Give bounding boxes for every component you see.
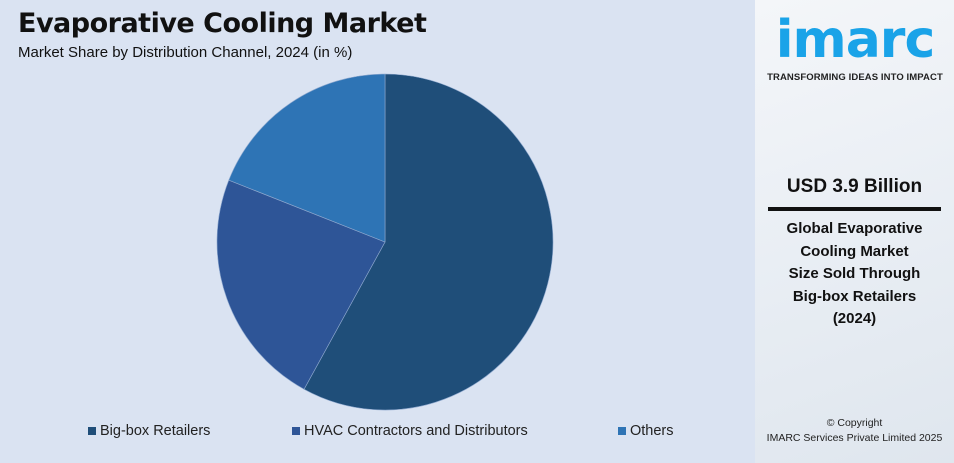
legend-item-big-box: Big-box Retailers: [88, 423, 210, 439]
legend-item-hvac: HVAC Contractors and Distributors: [292, 423, 528, 439]
logo-tagline: TRANSFORMING IDEAS INTO IMPACT: [767, 72, 943, 83]
copyright-line: IMARC Services Private Limited 2025: [766, 432, 943, 444]
legend-label: Big-box Retailers: [100, 423, 211, 439]
legend-label: HVAC Contractors and Distributors: [304, 423, 528, 439]
chart-subtitle: Market Share by Distribution Channel, 20…: [18, 44, 353, 61]
desc-line: Global Evaporative: [786, 220, 923, 237]
desc-line: (2024): [832, 310, 877, 327]
copyright-line: © Copyright: [826, 417, 883, 429]
divider: [768, 207, 941, 211]
pie-slice-big-box-retailers: [303, 73, 554, 411]
legend-swatch: [618, 427, 626, 435]
chart-area: Evaporative Cooling Market Market Share …: [0, 8, 755, 443]
logo-wordmark: imarc: [775, 10, 936, 70]
pie-chart: [216, 73, 554, 411]
legend-label: Others: [630, 423, 674, 439]
chart-legend: Big-box Retailers HVAC Contractors and D…: [0, 423, 755, 443]
legend-swatch: [292, 427, 300, 435]
pie-slice-hvac-contractors-and-distributors: [216, 179, 386, 390]
pie-slice-others: [228, 73, 386, 243]
desc-line: Big-box Retailers: [792, 287, 917, 305]
desc-line: Cooling Market: [800, 242, 909, 260]
market-description: Global Evaporative Cooling Market Size S…: [755, 218, 954, 331]
desc-line: Size Sold Through: [788, 265, 921, 282]
chart-title: Evaporative Cooling Market: [18, 8, 427, 39]
market-value: USD 3.9 Billion: [786, 176, 923, 197]
copyright: © Copyright IMARC Services Private Limit…: [755, 416, 954, 446]
legend-swatch: [88, 427, 96, 435]
info-sidebar: imarc TRANSFORMING IDEAS INTO IMPACT USD…: [755, 0, 954, 463]
imarc-logo: imarc TRANSFORMING IDEAS INTO IMPACT: [765, 10, 945, 83]
legend-item-others: Others: [618, 423, 674, 439]
